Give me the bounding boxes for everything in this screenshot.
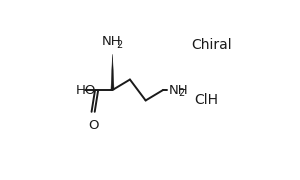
Text: NH: NH [102,35,122,48]
Text: O: O [88,119,99,132]
Text: HO: HO [76,84,96,96]
Text: Chiral: Chiral [191,38,232,52]
Text: 2: 2 [178,88,185,98]
Polygon shape [111,54,114,90]
Text: NH: NH [168,84,188,96]
Text: ClH: ClH [194,93,218,107]
Text: 2: 2 [116,40,122,50]
